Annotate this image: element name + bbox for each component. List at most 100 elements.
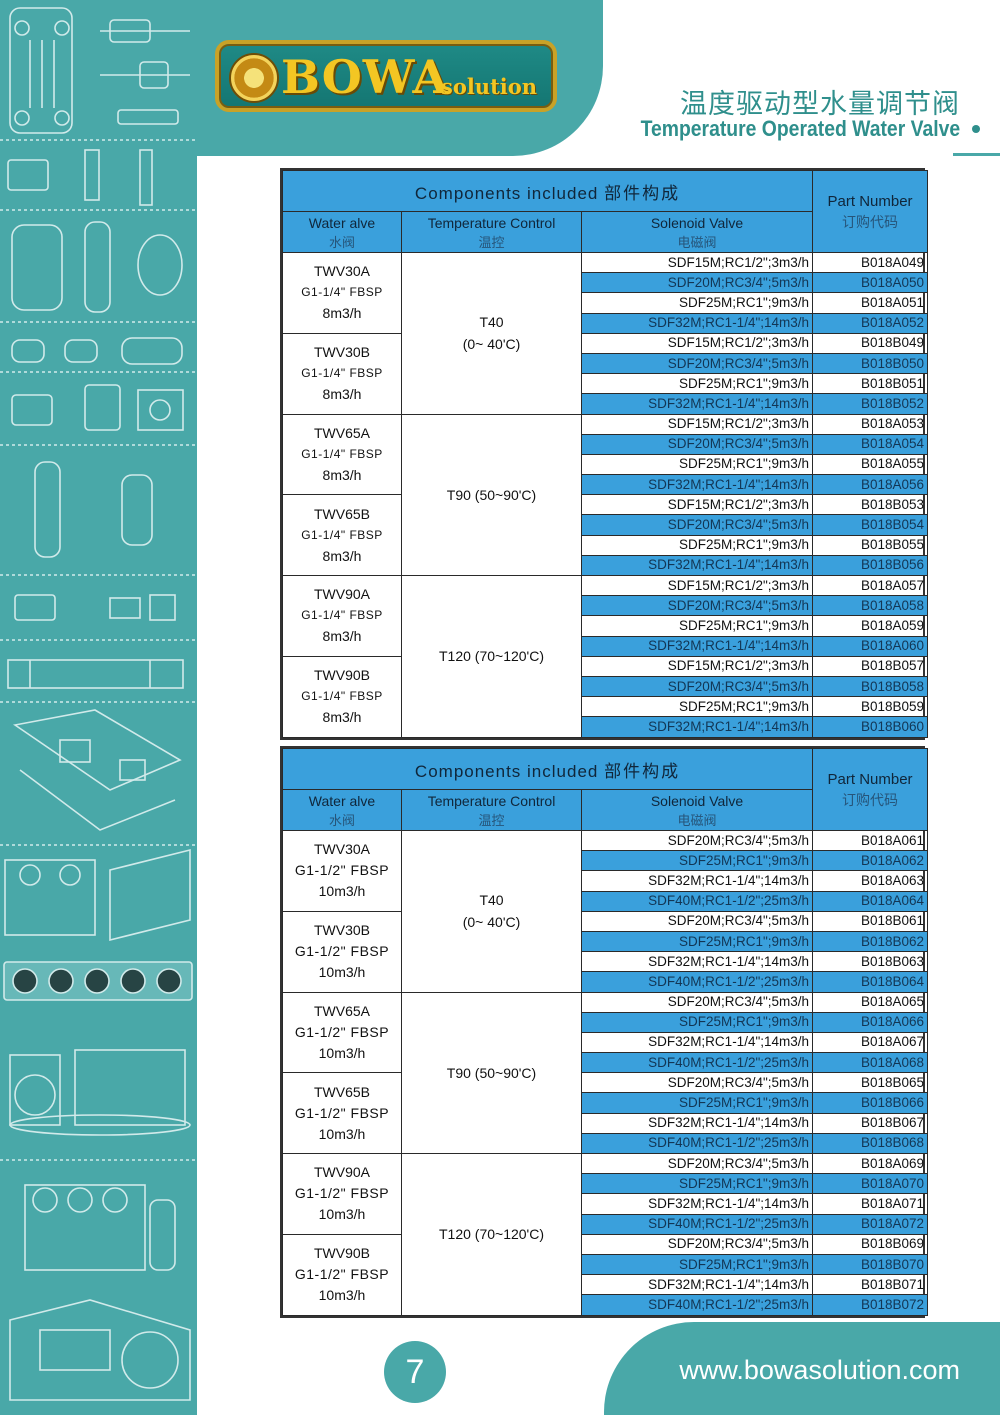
water-valve-header-cn: 水阀 <box>328 813 355 828</box>
valve-flow: 8m3/h <box>322 628 362 645</box>
solenoid-valve-cell: SDF25M;RC1";9m3/h <box>580 930 814 953</box>
valve-model: TWV90A <box>313 1164 370 1181</box>
water-valve-cell: TWV90A G1-1/4" FBSP 8m3/h <box>282 575 402 657</box>
water-valve-cell: TWV65A G1-1/4" FBSP 8m3/h <box>282 413 402 496</box>
valve-model: TWV65A <box>313 1002 370 1019</box>
water-valve-cell: TWV90A G1-1/2" FBSP 10m3/h <box>282 1153 402 1235</box>
website-url[interactable]: www.bowasolution.com <box>679 1355 960 1385</box>
part-number-header: Part Number 订购代码 <box>812 170 929 253</box>
part-number-cell: B018B072 <box>812 1294 929 1316</box>
solenoid-valve-cell: SDF25M;RC1";9m3/h <box>580 696 814 718</box>
components-header: Components included 部件构成 <box>281 170 814 212</box>
components-header-en: Components included <box>414 183 599 203</box>
part-number-cell: B018B064 <box>812 971 929 993</box>
table-row: SDF32M;RC1-1/4";14m3/h B018A063 <box>283 870 929 892</box>
solenoid-valve-cell: SDF25M;RC1";9m3/h <box>580 373 814 395</box>
solenoid-valve-cell: SDF32M;RC1-1/4";14m3/h <box>580 1274 814 1296</box>
part-number-header: Part Number 订购代码 <box>812 748 929 831</box>
valve-connection: G1-1/2" FBSP <box>294 862 390 879</box>
valve-flow: 10m3/h <box>318 1044 366 1061</box>
solenoid-valve-cell: SDF25M;RC1";9m3/h <box>580 453 814 476</box>
valve-connection: G1-1/4" FBSP <box>301 689 383 704</box>
part-number-cell: B018B050 <box>812 352 929 375</box>
solenoid-valve-cell: SDF25M;RC1";9m3/h <box>580 850 814 872</box>
table-row: TWV65A G1-1/2" FBSP 10m3/h T90 (50~90'C) SDF… <box>282 991 929 1154</box>
part-number-cell: B018A070 <box>812 1173 929 1195</box>
part-number-cell: B018B069 <box>812 1233 929 1255</box>
part-number-cell: B018B056 <box>812 554 929 577</box>
valve-connection: G1-1/2" FBSP <box>294 1266 390 1283</box>
solenoid-valve-cell: SDF20M;RC3/4";5m3/h <box>580 991 814 1013</box>
table-row: SDF32M;RC1-1/4";14m3/h B018A071 <box>283 1193 929 1215</box>
temp-control-range: (0~ 40'C) <box>462 336 521 353</box>
part-number-cell: B018B071 <box>812 1274 929 1296</box>
table-row: SDF40M;RC1-1/2";25m3/h B018B068 <box>283 1132 929 1155</box>
part-number-cell: B018B070 <box>812 1253 929 1276</box>
temp-control-cell: T90 (50~90'C) <box>401 413 582 576</box>
table-row: SDF32M;RC1-1/4";14m3/h B018A067 <box>283 1031 929 1054</box>
table-row: SDF40M;RC1-1/2";25m3/h B018A064 <box>283 890 929 912</box>
solenoid-header: Solenoid Valve 电磁阀 <box>580 789 814 831</box>
components-header-cn: 部件构成 <box>604 761 681 781</box>
valve-connection: G1-1/4" FBSP <box>301 527 383 542</box>
solenoid-valve-cell: SDF20M;RC3/4";5m3/h <box>580 910 814 932</box>
solenoid-valve-cell: SDF20M;RC3/4";5m3/h <box>580 1072 814 1094</box>
table-row: SDF40M;RC1-1/2";25m3/h B018A072 <box>283 1213 929 1235</box>
part-number-cell: B018A054 <box>812 433 929 455</box>
valve-model: TWV30B <box>313 344 370 361</box>
table-row: TWV90B G1-1/4" FBSP 8m3/h SDF15M;RC1/2";3m3… <box>282 655 929 738</box>
part-number-cell: B018A059 <box>812 615 929 637</box>
valve-flow: 8m3/h <box>322 547 362 564</box>
part-number-cell: B018B052 <box>812 393 929 415</box>
solenoid-valve-cell: SDF25M;RC1";9m3/h <box>580 1092 814 1114</box>
water-valve-cell: TWV90B G1-1/2" FBSP 10m3/h <box>282 1233 402 1316</box>
water-valve-header-en: Water alve <box>308 215 376 231</box>
water-valve-cell: TWV30B G1-1/2" FBSP 10m3/h <box>282 910 402 993</box>
solenoid-valve-cell: SDF15M;RC1/2";3m3/h <box>580 413 814 435</box>
solenoid-valve-cell: SDF40M;RC1-1/2";25m3/h <box>580 1052 814 1074</box>
valve-connection: G1-1/2" FBSP <box>294 1023 390 1040</box>
temp-control-header-en: Temperature Control <box>427 215 556 231</box>
solenoid-valve-cell: SDF20M;RC3/4";5m3/h <box>580 433 814 455</box>
table-row: SDF40M;RC1-1/2";25m3/h B018B064 <box>283 971 929 993</box>
water-valve-cell: TWV65A G1-1/2" FBSP 10m3/h <box>282 991 402 1074</box>
page-number: 7 <box>384 1341 446 1403</box>
valve-connection: G1-1/2" FBSP <box>294 943 390 960</box>
solenoid-header-en: Solenoid Valve <box>650 793 744 809</box>
valve-flow: 8m3/h <box>322 386 362 403</box>
part-number-header-en: Part Number <box>827 192 913 210</box>
solenoid-header: Solenoid Valve 电磁阀 <box>580 211 814 253</box>
table-row: SDF20M;RC3/4";5m3/h B018A054 <box>283 433 929 455</box>
solenoid-valve-cell: SDF32M;RC1-1/4";14m3/h <box>580 1031 814 1054</box>
water-valve-header-cn: 水阀 <box>328 235 355 250</box>
table-row: TWV90A G1-1/4" FBSP 8m3/h T120 (70~120'C) SD… <box>282 574 929 738</box>
solenoid-valve-cell: SDF32M;RC1-1/4";14m3/h <box>580 312 814 334</box>
solenoid-valve-cell: SDF40M;RC1-1/2";25m3/h <box>580 890 814 912</box>
valve-model: TWV30B <box>313 922 370 939</box>
solenoid-valve-cell: SDF15M;RC1/2";3m3/h <box>580 574 814 597</box>
water-valve-header: Water alve 水阀 <box>282 211 402 253</box>
temp-control-model: T90 (50~90'C) <box>446 1064 537 1081</box>
solenoid-valve-cell: SDF20M;RC3/4";5m3/h <box>580 1152 814 1175</box>
title-rule <box>953 153 1000 156</box>
part-number-cell: B018A066 <box>812 1011 929 1033</box>
valve-connection: G1-1/4" FBSP <box>301 608 383 623</box>
solenoid-valve-cell: SDF20M;RC3/4";5m3/h <box>580 272 814 294</box>
part-number-cell: B018A068 <box>812 1052 929 1074</box>
logo-brand-sub: solution <box>441 74 538 99</box>
part-number-cell: B018B053 <box>812 494 929 516</box>
water-valve-header: Water alve 水阀 <box>282 789 402 831</box>
temp-control-model: T40 <box>479 892 504 909</box>
part-number-cell: B018A062 <box>812 850 929 872</box>
valve-model: TWV30A <box>313 841 370 858</box>
water-valve-cell: TWV30B G1-1/4" FBSP 8m3/h <box>282 332 402 415</box>
part-number-cell: B018A051 <box>812 292 929 314</box>
table-row: TWV90B G1-1/2" FBSP 10m3/h SDF20M;RC3/4";5m… <box>282 1233 929 1316</box>
solenoid-valve-cell: SDF20M;RC3/4";5m3/h <box>580 675 814 698</box>
valve-flow: 8m3/h <box>322 709 362 726</box>
table-row: SDF40M;RC1-1/2";25m3/h B018B072 <box>283 1294 929 1316</box>
valve-flow: 10m3/h <box>318 1287 366 1304</box>
part-number-cell: B018A057 <box>812 574 929 597</box>
page-title-cn: 温度驱动型水量调节阀 <box>680 89 960 120</box>
temp-control-header-cn: 温控 <box>478 235 505 250</box>
